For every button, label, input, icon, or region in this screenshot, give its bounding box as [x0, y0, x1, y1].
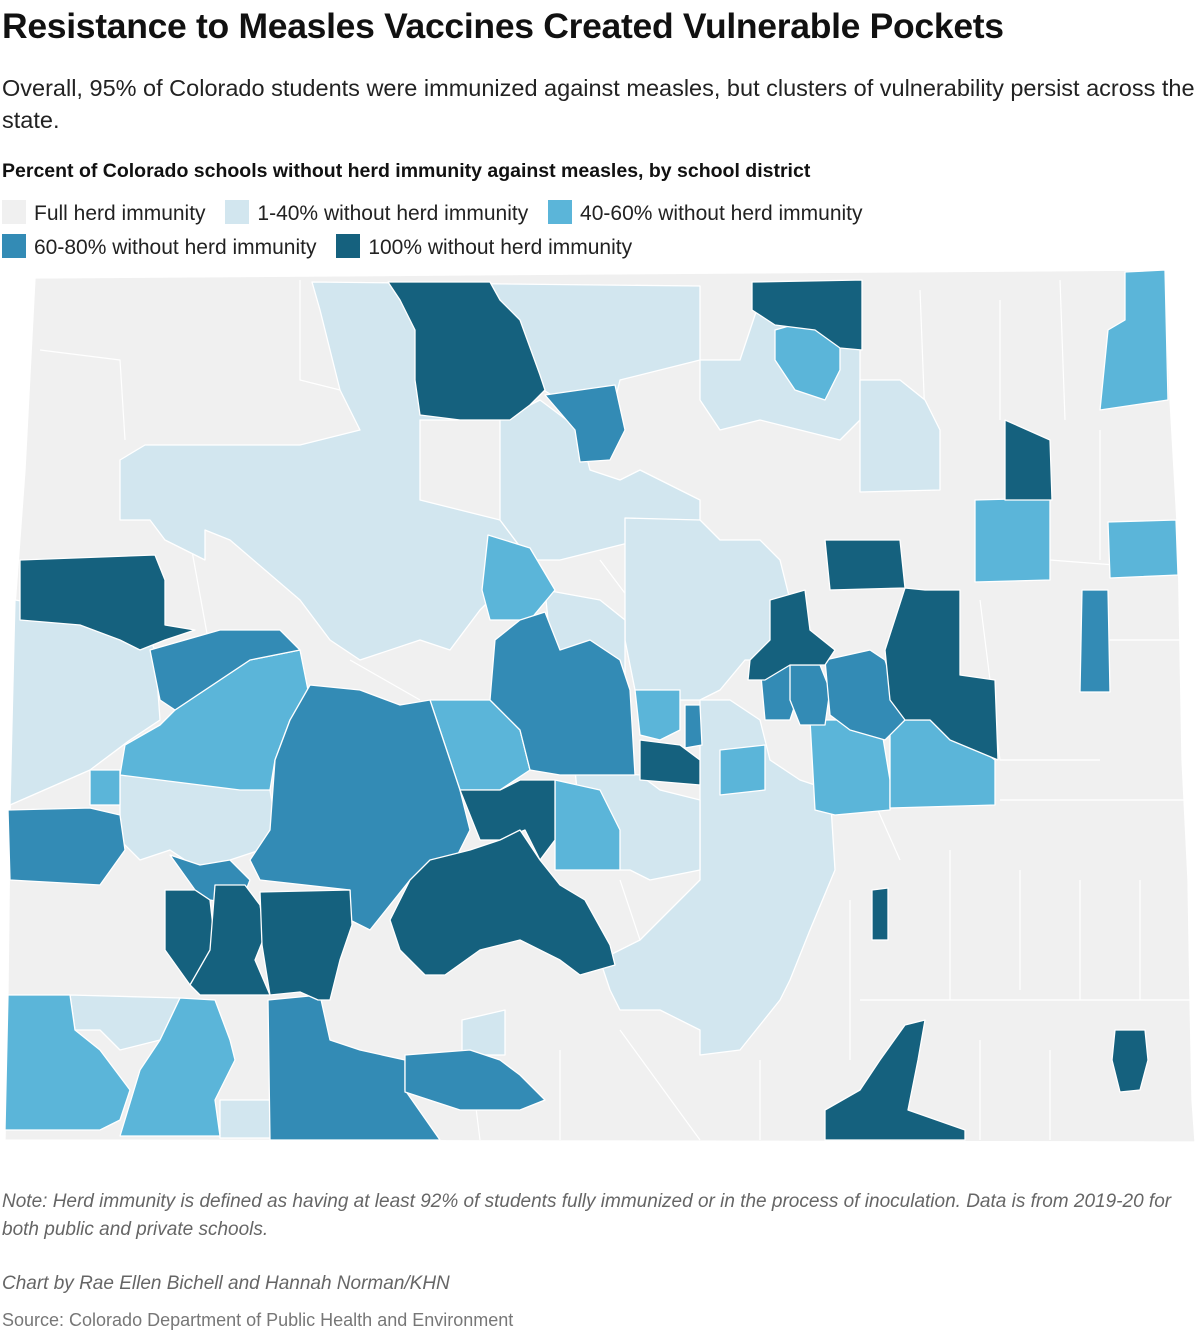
legend: Full herd immunity 1-40% without herd im… [2, 197, 1198, 265]
legend-swatch [336, 234, 361, 258]
legend-item-full-herd-immunity: Full herd immunity [2, 197, 206, 231]
district-region [19, 554, 196, 651]
district-region [1107, 519, 1179, 579]
legend-swatch [2, 234, 26, 258]
district-region [387, 281, 546, 421]
legend-label: 60-80% without herd immunity [34, 236, 317, 259]
district-region [554, 779, 621, 871]
chart-note: Note: Herd immunity is defined as having… [2, 1191, 1172, 1240]
district-region [884, 587, 999, 761]
district-region [1004, 419, 1053, 501]
district-region [1099, 269, 1169, 411]
district-region [871, 887, 889, 941]
district-region [4, 994, 131, 1131]
district-region [119, 997, 236, 1137]
legend-item-100: 100% without herd immunity [336, 231, 632, 265]
map-heading: Percent of Colorado schools without herd… [2, 160, 811, 182]
district-region [259, 889, 353, 1001]
legend-swatch [2, 200, 26, 224]
legend-label: 100% without herd immunity [368, 236, 633, 259]
district-region [719, 744, 766, 796]
legend-item-60-80: 60-80% without herd immunity [2, 231, 316, 265]
legend-label: 40-60% without herd immunity [580, 202, 863, 225]
district-region [1111, 1029, 1149, 1093]
district-region [489, 611, 636, 776]
chart-source: Source: Colorado Department of Public He… [2, 1310, 514, 1330]
chart-credit: Chart by Rae Ellen Bichell and Hannah No… [2, 1273, 450, 1294]
district-region [149, 629, 301, 711]
district-region [544, 384, 626, 463]
legend-item-1-40: 1-40% without herd immunity [225, 197, 528, 231]
district-region [599, 699, 836, 1056]
district-region [751, 279, 863, 351]
district-region [461, 1009, 506, 1056]
district-region [389, 829, 616, 976]
colorado-district-map [4, 269, 1196, 1143]
district-region [404, 1049, 546, 1111]
district-region [684, 704, 703, 749]
chart-title: Resistance to Measles Vaccines Created V… [2, 6, 1004, 46]
legend-label: Full herd immunity [34, 202, 206, 225]
district-region [639, 739, 701, 786]
district-region [859, 379, 941, 493]
district-region [7, 807, 126, 886]
legend-item-40-60: 40-60% without herd immunity [548, 197, 863, 231]
district-region [459, 779, 556, 861]
district-region [824, 1019, 966, 1141]
district-region [747, 589, 836, 681]
district-region [824, 649, 906, 741]
district-region [789, 664, 831, 726]
district-region [89, 769, 121, 806]
district-region [249, 684, 471, 931]
district-region [634, 689, 681, 741]
legend-swatch [225, 200, 250, 224]
district-region [974, 497, 1051, 583]
chart-subtitle: Overall, 95% of Colorado students were i… [2, 75, 1195, 133]
district-region [824, 539, 906, 591]
legend-label: 1-40% without herd immunity [257, 202, 529, 225]
legend-swatch [548, 200, 573, 224]
district-region [1079, 589, 1111, 693]
district-region [189, 884, 271, 996]
